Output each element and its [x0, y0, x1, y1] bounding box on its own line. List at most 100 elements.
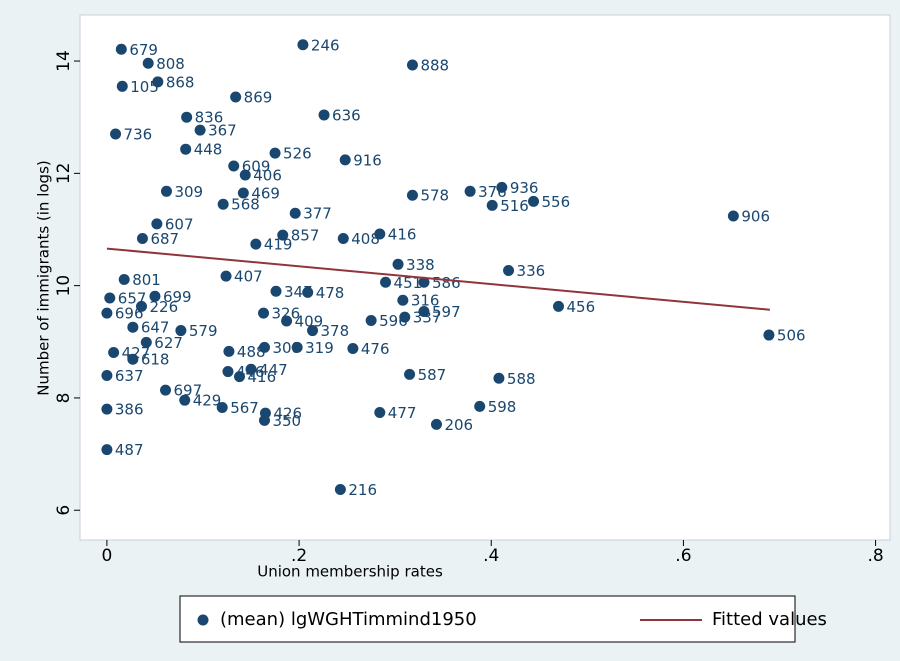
- point-label: 516: [500, 197, 529, 215]
- point: [406, 189, 418, 201]
- point: [258, 414, 270, 426]
- point: [397, 294, 409, 306]
- plot-area: [79, 14, 891, 541]
- point-label: 347: [284, 283, 313, 301]
- y-tick-label: 8: [54, 393, 74, 404]
- point-label: 808: [156, 55, 185, 73]
- point: [234, 371, 246, 383]
- point: [222, 366, 234, 378]
- point: [474, 400, 486, 412]
- point-label: 447: [259, 361, 288, 379]
- point-label: 618: [141, 351, 170, 369]
- point: [160, 185, 172, 197]
- y-tick-label: 12: [54, 163, 74, 185]
- point-label: 568: [231, 196, 260, 214]
- point: [217, 198, 229, 210]
- point: [237, 187, 249, 199]
- point: [194, 124, 206, 136]
- point: [297, 39, 309, 51]
- point: [181, 111, 193, 123]
- point-label: 637: [115, 367, 144, 385]
- point-label: 378: [321, 322, 350, 340]
- point: [140, 336, 152, 348]
- y-tick-label: 10: [54, 275, 74, 297]
- x-axis-title: Union membership rates: [257, 563, 443, 581]
- point: [127, 353, 139, 365]
- legend-label: Fitted values: [712, 609, 827, 630]
- point: [127, 321, 139, 333]
- point-label: 326: [272, 305, 301, 323]
- point-label: 696: [115, 305, 144, 323]
- point-label: 596: [379, 312, 408, 330]
- point: [245, 363, 257, 375]
- point-label: 888: [420, 56, 449, 74]
- point-label: 506: [777, 327, 806, 345]
- point-label: 868: [166, 73, 195, 91]
- x-tick-label: .8: [867, 546, 883, 566]
- point-label: 578: [420, 187, 449, 205]
- point: [418, 276, 430, 288]
- point-label: 408: [351, 230, 380, 248]
- point-label: 488: [237, 343, 266, 361]
- point-label: 419: [264, 236, 293, 254]
- point-label: 836: [195, 109, 224, 127]
- point: [380, 276, 392, 288]
- point-label: 526: [283, 145, 312, 163]
- point: [496, 181, 508, 193]
- point-label: 687: [150, 230, 179, 248]
- point-label: 598: [488, 398, 517, 416]
- point-label: 451: [394, 274, 423, 292]
- point: [228, 160, 240, 172]
- point-label: 869: [244, 88, 273, 106]
- point: [291, 341, 303, 353]
- y-tick-label: 14: [54, 50, 74, 72]
- point: [104, 292, 116, 304]
- point-label: 699: [163, 288, 192, 306]
- point-label: 936: [510, 179, 539, 197]
- point-label: 448: [194, 141, 223, 159]
- point-label: 857: [291, 227, 320, 245]
- point-label: 586: [432, 274, 461, 292]
- x-tick-label: .2: [291, 546, 307, 566]
- point: [101, 369, 113, 381]
- point-label: 416: [388, 225, 417, 243]
- point: [277, 229, 289, 241]
- point: [179, 394, 191, 406]
- point: [365, 314, 377, 326]
- legend-label: (mean) lgWGHTimmind1950: [220, 609, 477, 630]
- point: [110, 128, 122, 140]
- point-label: 597: [432, 303, 461, 321]
- point: [142, 57, 154, 69]
- point-label: 801: [132, 271, 161, 289]
- point: [180, 143, 192, 155]
- point: [528, 195, 540, 207]
- point: [318, 109, 330, 121]
- point: [135, 300, 147, 312]
- point-label: 916: [353, 151, 382, 169]
- point-label: 377: [303, 205, 332, 223]
- point-label: 409: [295, 313, 324, 331]
- point-label: 407: [234, 268, 263, 286]
- point: [101, 444, 113, 456]
- point: [258, 341, 270, 353]
- point-label: 567: [230, 399, 259, 417]
- point: [223, 345, 235, 357]
- point-label: 429: [193, 392, 222, 410]
- point-label: 476: [361, 340, 390, 358]
- point: [149, 290, 161, 302]
- point-label: 216: [348, 481, 377, 499]
- point-label: 337: [413, 309, 442, 327]
- point: [270, 285, 282, 297]
- point-label: 477: [388, 404, 417, 422]
- point: [464, 185, 476, 197]
- fit-line: [106, 247, 770, 311]
- point: [136, 232, 148, 244]
- point: [160, 384, 172, 396]
- point: [337, 232, 349, 244]
- point-label: 309: [174, 183, 203, 201]
- point-label: 316: [411, 292, 440, 310]
- point: [151, 218, 163, 230]
- point: [307, 325, 319, 337]
- point: [108, 346, 120, 358]
- point-label: 427: [122, 344, 151, 362]
